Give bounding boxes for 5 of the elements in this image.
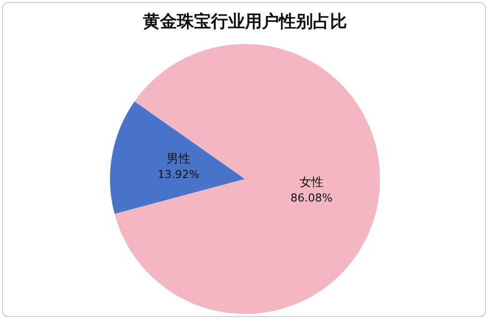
data-label: 86.08%	[290, 192, 332, 205]
slice-label: 女性	[299, 174, 324, 189]
slice-label: 男性	[166, 151, 191, 166]
data-label: 13.92%	[158, 168, 200, 182]
chart-title: 黄金珠宝行业用户性别占比	[142, 11, 348, 33]
